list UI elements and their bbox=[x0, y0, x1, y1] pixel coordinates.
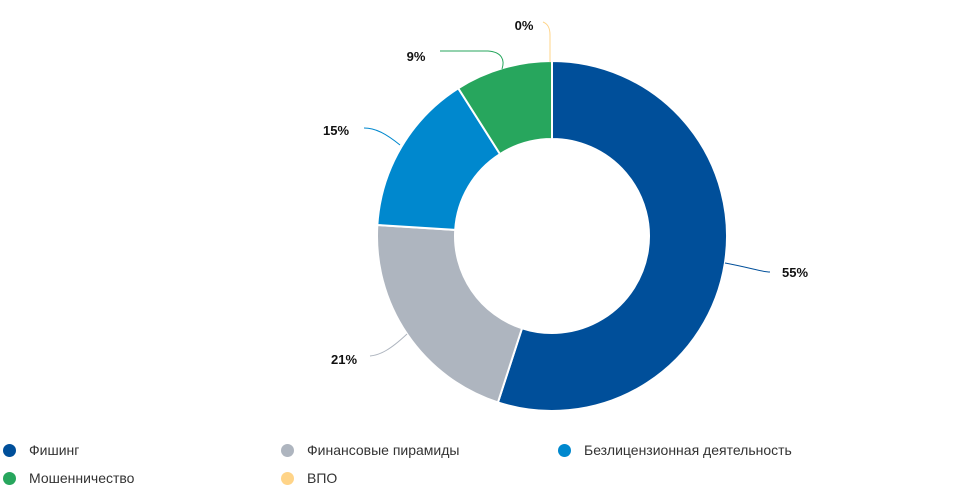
legend-label-pyramids: Финансовые пирамиды bbox=[307, 442, 460, 458]
legend-item-fishing[interactable]: Фишинг bbox=[3, 440, 79, 460]
legend-swatch-fishing bbox=[3, 443, 16, 457]
leader-line-pyramids bbox=[369, 333, 408, 357]
data-labels: 55% 21% 15% 9% 0% bbox=[323, 18, 808, 367]
legend-label-malware: ВПО bbox=[307, 470, 338, 486]
slice-pyramids[interactable] bbox=[376, 223, 524, 404]
legend-item-fraud[interactable]: Мошенничество bbox=[3, 468, 134, 488]
data-label-fishing: 55% bbox=[782, 265, 808, 280]
legend-swatch-fraud bbox=[3, 471, 16, 485]
legend-label-fraud: Мошенничество bbox=[29, 470, 135, 486]
leader-line-unlicensed bbox=[363, 127, 401, 146]
leader-line-fraud bbox=[440, 50, 504, 70]
legend-item-malware[interactable]: ВПО bbox=[281, 468, 337, 488]
leader-line-malware bbox=[542, 21, 551, 62]
chart-legend: Фишинг Финансовые пирамиды Безлицензионн… bbox=[0, 436, 967, 496]
legend-label-fishing: Фишинг bbox=[29, 442, 80, 458]
legend-swatch-unlicensed bbox=[558, 443, 571, 457]
slice-fraud[interactable] bbox=[456, 59, 553, 156]
data-label-unlicensed: 15% bbox=[323, 123, 349, 138]
data-label-fraud: 9% bbox=[407, 49, 426, 64]
donut-slices bbox=[376, 59, 728, 412]
legend-item-unlicensed[interactable]: Безлицензионная деятельность bbox=[558, 440, 792, 460]
legend-swatch-malware bbox=[281, 471, 294, 485]
leader-line-fishing bbox=[724, 262, 771, 273]
data-label-pyramids: 21% bbox=[331, 352, 357, 367]
leader-lines bbox=[363, 21, 771, 357]
data-label-malware: 0% bbox=[515, 18, 534, 33]
legend-item-pyramids[interactable]: Финансовые пирамиды bbox=[281, 440, 459, 460]
legend-swatch-pyramids bbox=[281, 443, 294, 457]
legend-label-unlicensed: Безлицензионная деятельность bbox=[584, 442, 792, 458]
slice-fishing[interactable] bbox=[496, 59, 728, 412]
